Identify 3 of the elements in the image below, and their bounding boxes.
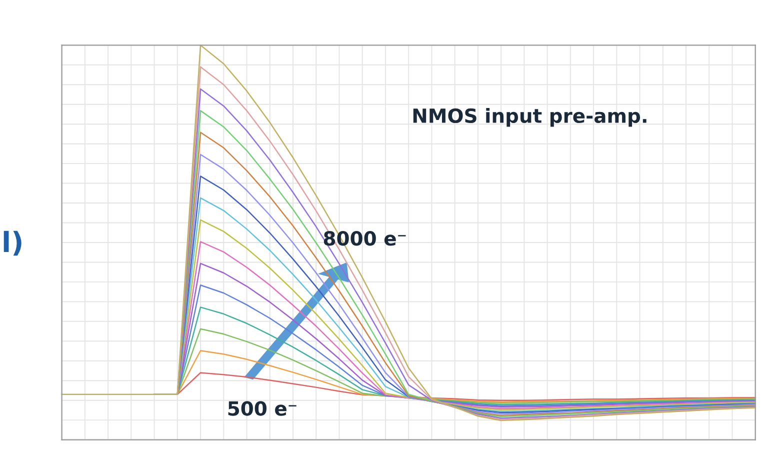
y-axis-title: l) [4,230,22,256]
annotation: NMOS input pre-amp. [413,108,646,127]
annotation: 500 e⁻ [228,401,296,416]
